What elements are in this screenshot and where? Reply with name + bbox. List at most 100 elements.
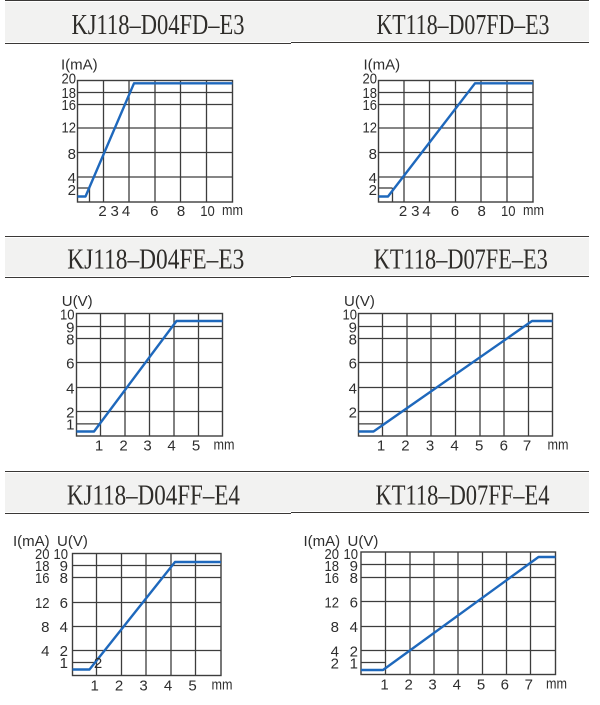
svg-text:1: 1 xyxy=(350,655,358,672)
svg-text:20: 20 xyxy=(35,546,50,563)
svg-text:mm: mm xyxy=(523,202,544,219)
svg-text:2: 2 xyxy=(405,677,413,694)
svg-text:10: 10 xyxy=(54,546,69,563)
svg-text:8: 8 xyxy=(41,619,49,636)
svg-text:2: 2 xyxy=(350,643,358,660)
svg-text:4: 4 xyxy=(164,678,172,695)
svg-text:5: 5 xyxy=(475,438,483,455)
svg-text:5: 5 xyxy=(188,678,196,695)
svg-text:1: 1 xyxy=(66,416,74,433)
svg-text:16: 16 xyxy=(35,570,50,587)
svg-text:2: 2 xyxy=(94,655,102,672)
svg-text:4: 4 xyxy=(422,203,430,220)
svg-text:6: 6 xyxy=(350,594,358,611)
svg-text:U(V): U(V) xyxy=(344,293,375,310)
svg-text:2: 2 xyxy=(98,203,106,220)
svg-text:8: 8 xyxy=(60,570,68,587)
svg-text:mm: mm xyxy=(222,202,243,219)
svg-text:4: 4 xyxy=(331,643,339,660)
svg-text:8: 8 xyxy=(331,619,339,636)
svg-text:mm: mm xyxy=(214,437,235,454)
svg-text:4: 4 xyxy=(68,170,76,187)
svg-text:8: 8 xyxy=(478,203,486,220)
svg-text:20: 20 xyxy=(325,546,340,563)
svg-text:3: 3 xyxy=(411,203,419,220)
svg-text:2: 2 xyxy=(115,678,123,695)
svg-text:mm: mm xyxy=(212,677,233,694)
svg-text:9: 9 xyxy=(60,558,68,575)
svg-text:I(mA): I(mA) xyxy=(304,533,341,550)
svg-text:3: 3 xyxy=(143,438,151,455)
svg-text:I(mA): I(mA) xyxy=(364,57,401,74)
svg-text:I(mA): I(mA) xyxy=(61,57,98,74)
svg-text:6: 6 xyxy=(451,203,459,220)
svg-text:4: 4 xyxy=(453,677,461,694)
svg-text:3: 3 xyxy=(111,203,119,220)
svg-text:2: 2 xyxy=(119,438,127,455)
svg-text:1: 1 xyxy=(380,677,388,694)
svg-text:1: 1 xyxy=(95,438,103,455)
svg-text:9: 9 xyxy=(349,319,357,336)
svg-text:7: 7 xyxy=(525,677,533,694)
svg-text:4: 4 xyxy=(60,619,68,636)
svg-text:KJ118–D04FD–E3: KJ118–D04FD–E3 xyxy=(72,10,245,41)
svg-text:KT118–D07FE–E3: KT118–D07FE–E3 xyxy=(374,244,548,275)
svg-text:1: 1 xyxy=(91,678,99,695)
svg-text:4: 4 xyxy=(349,380,357,397)
svg-text:10: 10 xyxy=(60,306,75,323)
svg-text:7: 7 xyxy=(523,438,531,455)
svg-text:2: 2 xyxy=(331,655,339,672)
svg-text:2: 2 xyxy=(349,404,357,421)
svg-text:5: 5 xyxy=(192,438,200,455)
svg-text:2: 2 xyxy=(399,203,407,220)
svg-text:1: 1 xyxy=(60,655,68,672)
svg-text:8: 8 xyxy=(349,331,357,348)
svg-text:2: 2 xyxy=(60,643,68,660)
svg-text:1: 1 xyxy=(377,438,385,455)
svg-text:4: 4 xyxy=(450,438,458,455)
svg-text:12: 12 xyxy=(62,119,77,136)
svg-text:6: 6 xyxy=(349,355,357,372)
svg-text:10: 10 xyxy=(200,203,215,220)
svg-text:4: 4 xyxy=(66,380,74,397)
svg-text:18: 18 xyxy=(325,558,340,575)
svg-text:9: 9 xyxy=(350,558,358,575)
svg-text:9: 9 xyxy=(66,319,74,336)
svg-text:18: 18 xyxy=(35,558,50,575)
svg-text:20: 20 xyxy=(363,70,378,87)
svg-text:2: 2 xyxy=(369,182,377,199)
svg-text:U(V): U(V) xyxy=(62,293,93,310)
svg-text:2: 2 xyxy=(68,182,76,199)
svg-text:16: 16 xyxy=(325,570,340,587)
svg-text:16: 16 xyxy=(363,97,378,114)
svg-text:18: 18 xyxy=(363,85,378,102)
svg-text:4: 4 xyxy=(122,203,130,220)
svg-text:mm: mm xyxy=(548,437,569,454)
svg-text:6: 6 xyxy=(150,203,158,220)
svg-text:12: 12 xyxy=(325,594,340,611)
svg-text:mm: mm xyxy=(546,676,567,693)
svg-text:20: 20 xyxy=(62,70,77,87)
svg-text:KT118–D07FF–E4: KT118–D07FF–E4 xyxy=(376,480,550,511)
svg-text:6: 6 xyxy=(501,677,509,694)
svg-text:U(V): U(V) xyxy=(57,533,88,550)
svg-text:6: 6 xyxy=(66,355,74,372)
svg-text:10: 10 xyxy=(501,203,516,220)
svg-text:5: 5 xyxy=(477,677,485,694)
svg-text:4: 4 xyxy=(369,170,377,187)
svg-text:4: 4 xyxy=(167,438,175,455)
svg-text:2: 2 xyxy=(401,438,409,455)
svg-text:8: 8 xyxy=(66,331,74,348)
svg-text:12: 12 xyxy=(363,119,378,136)
svg-text:4: 4 xyxy=(350,619,358,636)
svg-text:3: 3 xyxy=(428,677,436,694)
svg-text:6: 6 xyxy=(60,595,68,612)
svg-text:3: 3 xyxy=(426,438,434,455)
svg-text:U(V): U(V) xyxy=(348,533,379,550)
svg-text:2: 2 xyxy=(66,404,74,421)
svg-text:8: 8 xyxy=(369,146,377,163)
svg-text:KJ118–D04FE–E3: KJ118–D04FE–E3 xyxy=(67,244,244,275)
svg-text:12: 12 xyxy=(35,595,50,612)
svg-text:KJ118–D04FF–E4: KJ118–D04FF–E4 xyxy=(67,481,240,512)
svg-text:I(mA): I(mA) xyxy=(13,533,50,550)
